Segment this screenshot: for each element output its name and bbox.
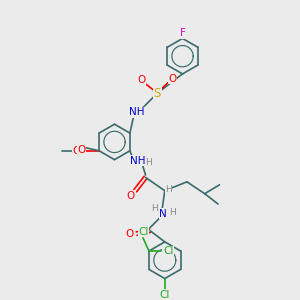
Text: N: N bbox=[159, 209, 167, 219]
Text: O: O bbox=[126, 191, 134, 201]
Text: NH: NH bbox=[130, 156, 146, 166]
Text: O: O bbox=[169, 74, 177, 84]
Text: O: O bbox=[137, 75, 145, 85]
Text: O: O bbox=[78, 145, 86, 155]
Text: Cl: Cl bbox=[160, 290, 170, 300]
Text: NH: NH bbox=[129, 107, 144, 117]
Text: Cl: Cl bbox=[138, 227, 149, 237]
Text: H: H bbox=[165, 185, 172, 194]
Text: S: S bbox=[154, 87, 161, 100]
Text: O: O bbox=[126, 229, 134, 238]
Text: H: H bbox=[151, 204, 158, 213]
Text: H: H bbox=[169, 208, 175, 217]
Text: F: F bbox=[180, 28, 185, 38]
Text: Cl: Cl bbox=[163, 246, 173, 256]
Text: H: H bbox=[145, 158, 152, 167]
Text: O: O bbox=[72, 146, 80, 156]
